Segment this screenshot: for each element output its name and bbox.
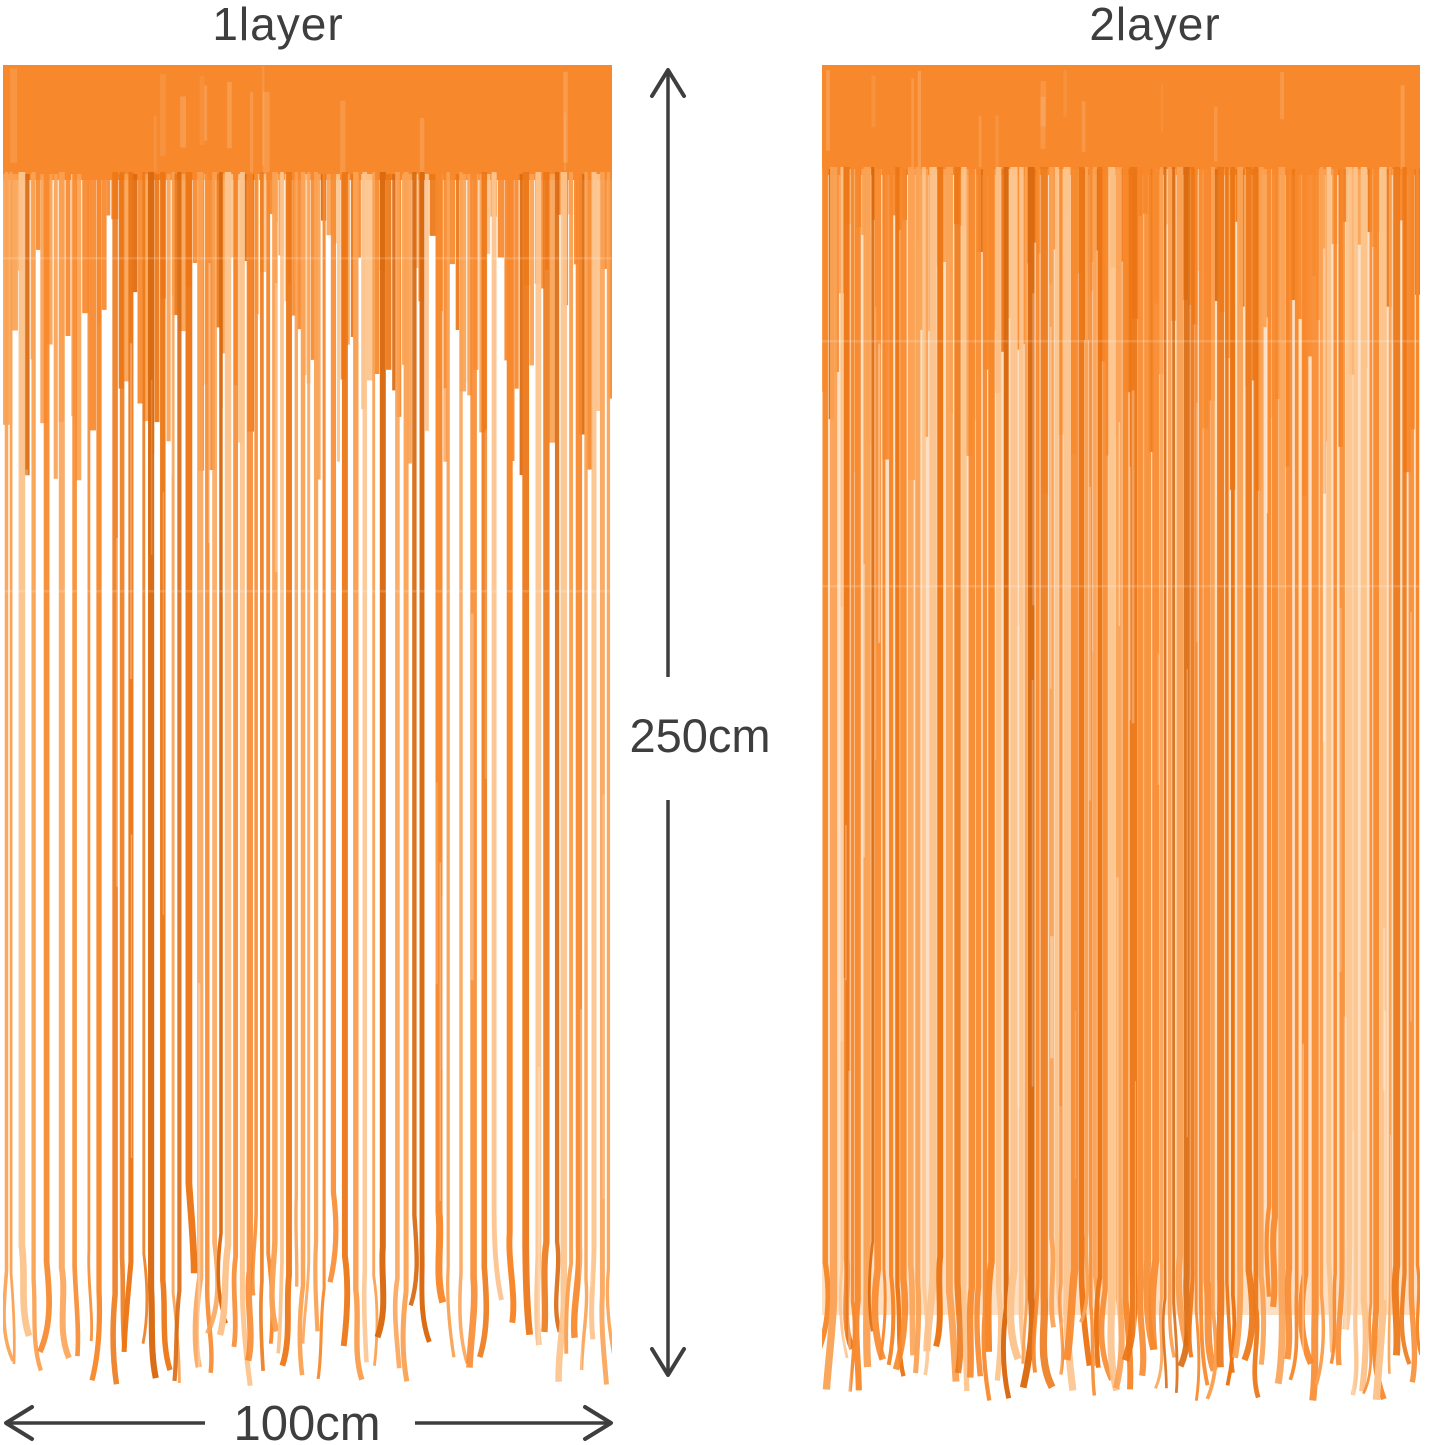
curtain-sheen bbox=[3, 257, 612, 1390]
curtain-top-band bbox=[822, 65, 1420, 208]
curtain-top-band bbox=[3, 65, 612, 221]
curtain-1layer-image bbox=[3, 65, 612, 1390]
width-dimension-arrow bbox=[4, 1405, 613, 1441]
curtain-2layer-image bbox=[822, 65, 1420, 1405]
curtain-strands bbox=[3, 172, 612, 1387]
curtain-strands bbox=[822, 167, 1420, 1401]
width-dimension-label: 100cm bbox=[233, 1397, 381, 1445]
height-dimension-arrow bbox=[650, 68, 686, 1377]
right-curtain-title: 2layer bbox=[1089, 0, 1221, 50]
arrow-right-head bbox=[583, 1405, 613, 1441]
curtain-sheen bbox=[822, 248, 1420, 1405]
height-dimension-label: 250cm bbox=[629, 709, 771, 762]
left-curtain-title: 1layer bbox=[212, 0, 344, 50]
arrow-down-head bbox=[650, 1347, 686, 1377]
